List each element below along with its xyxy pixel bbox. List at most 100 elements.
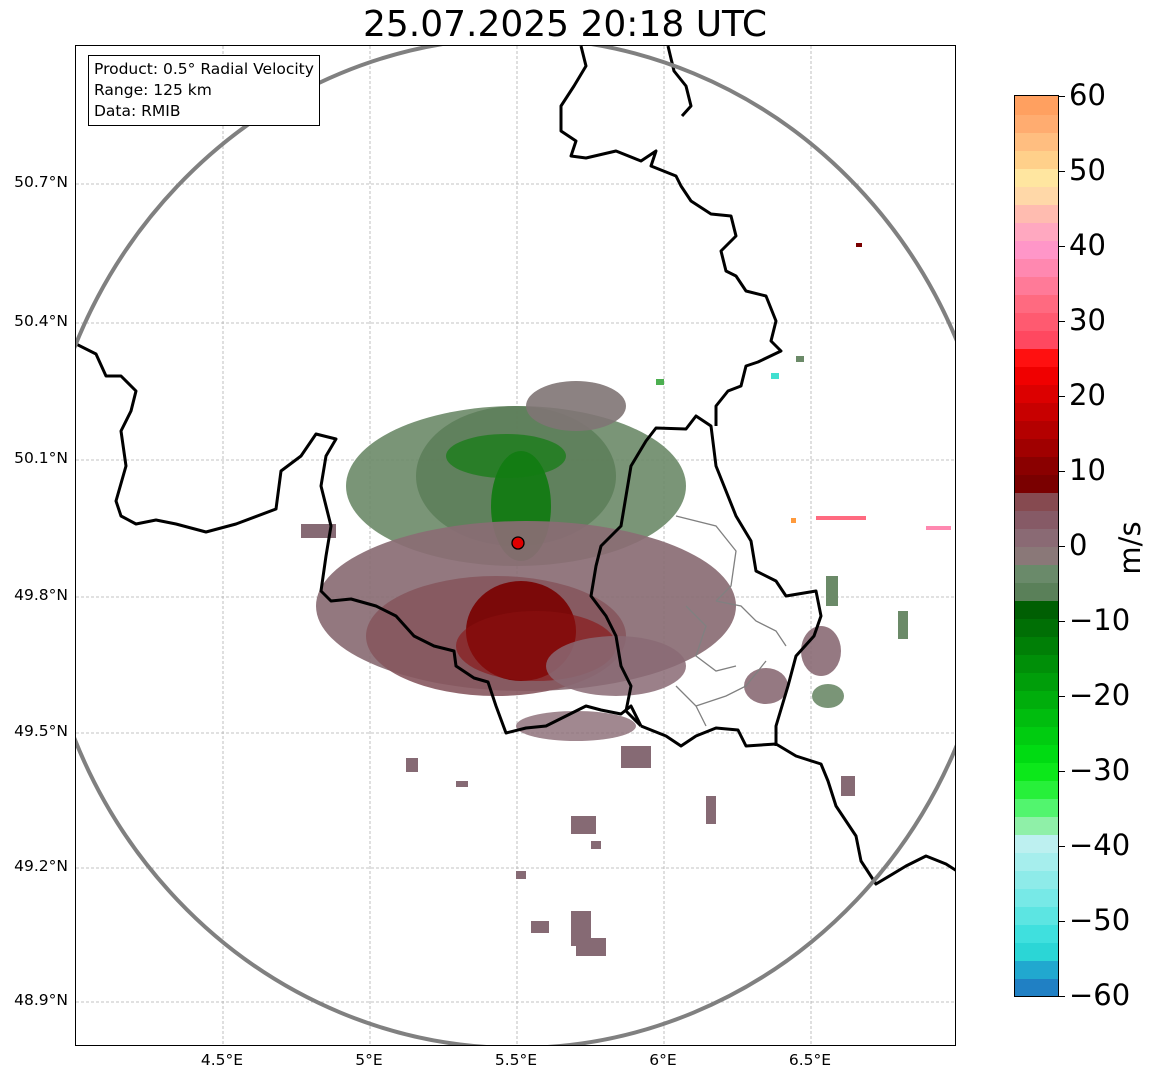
colorbar-segment [1015, 834, 1058, 853]
country-borders [76, 46, 955, 886]
colorbar-segment [1015, 780, 1058, 799]
admin-borders [675, 515, 787, 727]
colorbar-segment [1015, 870, 1058, 889]
lon-label: 5°E [355, 1051, 383, 1069]
product-text: Product: 0.5° Radial Velocity [94, 60, 314, 78]
colorbar-tick-label: 60 [1069, 78, 1106, 112]
colorbar-tick [1059, 921, 1065, 922]
colorbar-tick [1059, 471, 1065, 472]
colorbar-segment [1015, 258, 1058, 277]
colorbar-tick [1059, 96, 1065, 97]
lat-label: 48.9°N [14, 991, 68, 1009]
colorbar-segment [1015, 942, 1058, 961]
colorbar-tick-label: 20 [1069, 378, 1106, 412]
lat-label: 50.7°N [14, 173, 68, 191]
colorbar-tick-label: 50 [1069, 153, 1106, 187]
colorbar-segment [1015, 564, 1058, 583]
colorbar-tick [1059, 621, 1065, 622]
colorbar-segment [1015, 582, 1058, 601]
colorbar-segment [1015, 762, 1058, 781]
colorbar-tick-label: 40 [1069, 228, 1106, 262]
colorbar-tick [1059, 171, 1065, 172]
radar-site-marker [511, 536, 525, 550]
colorbar-segment [1015, 456, 1058, 475]
lat-label: 50.4°N [14, 312, 68, 330]
colorbar-tick [1059, 696, 1065, 697]
colorbar-tick-label: 0 [1069, 528, 1088, 562]
colorbar-segment [1015, 636, 1058, 655]
colorbar-segment [1015, 708, 1058, 727]
colorbar-segment [1015, 510, 1058, 529]
colorbar-tick-label: −30 [1069, 753, 1131, 787]
colorbar-segment [1015, 744, 1058, 763]
colorbar-segment [1015, 330, 1058, 349]
colorbar-segment [1015, 114, 1058, 133]
colorbar-segment [1015, 852, 1058, 871]
colorbar-segment [1015, 798, 1058, 817]
range-text: Range: 125 km [94, 81, 212, 99]
colorbar-segment [1015, 906, 1058, 925]
colorbar-tick-label: −10 [1069, 603, 1131, 637]
colorbar-segment [1015, 132, 1058, 151]
colorbar-tick-label: 30 [1069, 303, 1106, 337]
colorbar-segment [1015, 204, 1058, 223]
colorbar-segment [1015, 960, 1058, 979]
colorbar-tick [1059, 321, 1065, 322]
colorbar-tick-label: −40 [1069, 828, 1131, 862]
colorbar-segment [1015, 384, 1058, 403]
colorbar-segment [1015, 816, 1058, 835]
colorbar-segment [1015, 420, 1058, 439]
lat-label: 50.1°N [14, 449, 68, 467]
colorbar-tick-label: −60 [1069, 978, 1131, 1012]
colorbar-segment [1015, 240, 1058, 259]
colorbar-segment [1015, 528, 1058, 547]
info-box: Product: 0.5° Radial Velocity Range: 125… [88, 55, 320, 126]
lat-label: 49.5°N [14, 722, 68, 740]
colorbar-segment [1015, 618, 1058, 637]
colorbar-tick-label: −50 [1069, 903, 1131, 937]
colorbar-tick [1059, 996, 1065, 997]
lat-label: 49.2°N [14, 857, 68, 875]
colorbar-segment [1015, 474, 1058, 493]
colorbar-segment [1015, 150, 1058, 169]
data-source-text: Data: RMIB [94, 102, 181, 120]
radar-echoes [301, 243, 951, 956]
colorbar-segment [1015, 924, 1058, 943]
lon-label: 4.5°E [200, 1051, 244, 1069]
colorbar-segment [1015, 294, 1058, 313]
map-title: 25.07.2025 20:18 UTC [362, 4, 768, 45]
colorbar-segment [1015, 276, 1058, 295]
colorbar-segment [1015, 492, 1058, 511]
colorbar [1014, 95, 1059, 997]
colorbar-tick [1059, 846, 1065, 847]
colorbar-segment [1015, 348, 1058, 367]
colorbar-tick-label: −20 [1069, 678, 1131, 712]
colorbar-segment [1015, 186, 1058, 205]
lon-label: 6.5°E [788, 1051, 832, 1069]
colorbar-unit: m/s [1113, 521, 1147, 575]
lat-label: 49.8°N [14, 586, 68, 604]
colorbar-segment [1015, 672, 1058, 691]
colorbar-segment [1015, 654, 1058, 673]
colorbar-tick [1059, 546, 1065, 547]
radar-map[interactable] [75, 45, 956, 1046]
colorbar-segment [1015, 168, 1058, 187]
colorbar-segment [1015, 96, 1058, 115]
colorbar-segment [1015, 366, 1058, 385]
colorbar-segment [1015, 402, 1058, 421]
colorbar-segment [1015, 222, 1058, 241]
colorbar-segment [1015, 600, 1058, 619]
lon-label: 5.5°E [494, 1051, 538, 1069]
colorbar-tick [1059, 396, 1065, 397]
colorbar-tick [1059, 771, 1065, 772]
colorbar-segment [1015, 312, 1058, 331]
lon-label: 6°E [649, 1051, 677, 1069]
colorbar-segment [1015, 438, 1058, 457]
colorbar-segment [1015, 888, 1058, 907]
colorbar-segment [1015, 726, 1058, 745]
colorbar-segment [1015, 546, 1058, 565]
colorbar-tick [1059, 246, 1065, 247]
colorbar-tick-label: 10 [1069, 453, 1106, 487]
radar-map-canvas [76, 46, 955, 1045]
colorbar-segment [1015, 978, 1058, 996]
